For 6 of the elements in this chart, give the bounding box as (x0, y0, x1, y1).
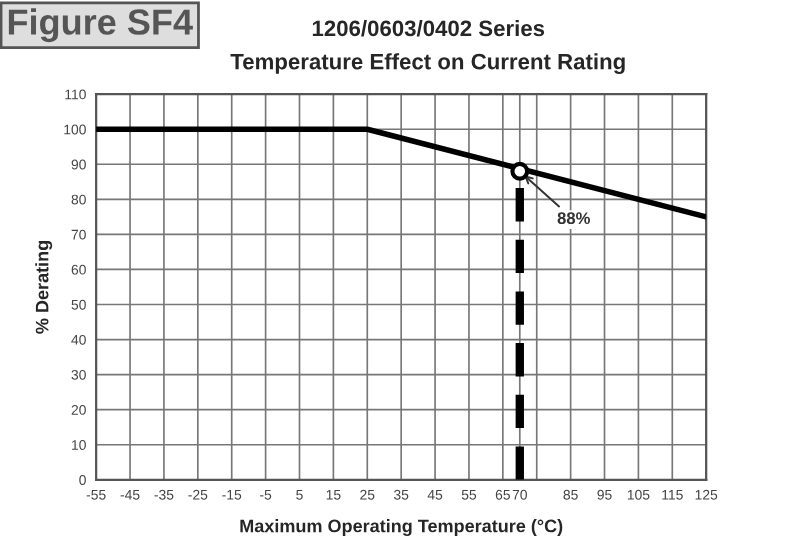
chart-subtitle: Temperature Effect on Current Rating (230, 53, 625, 74)
chart-title: 1206/0603/0402 Series (312, 19, 545, 37)
annotation: 88% (557, 212, 590, 225)
y-axis-title: % Derating (35, 241, 53, 334)
x-axis-title: Maximum Operating Temperature (°C) (240, 519, 563, 537)
text: Figure SF4 (8, 8, 193, 43)
